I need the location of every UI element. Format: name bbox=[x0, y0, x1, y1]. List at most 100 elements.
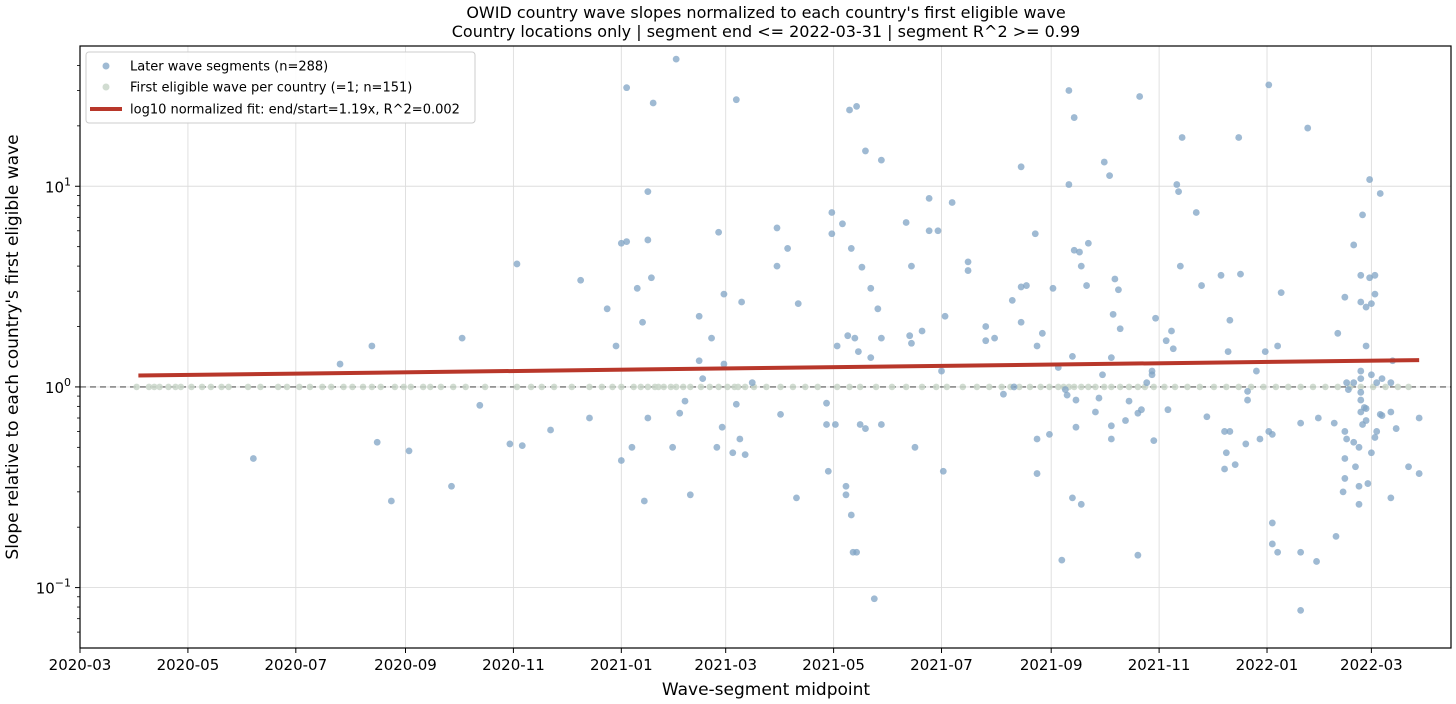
later-wave-point bbox=[1371, 434, 1379, 441]
later-wave-point bbox=[1125, 397, 1133, 405]
later-wave-point bbox=[603, 305, 611, 313]
later-wave-point bbox=[1362, 342, 1370, 350]
later-wave-point bbox=[732, 96, 740, 104]
first-wave-point bbox=[327, 383, 335, 391]
later-wave-point bbox=[1343, 435, 1351, 443]
later-wave-point bbox=[405, 447, 413, 455]
first-wave-point bbox=[734, 383, 742, 391]
first-wave-point bbox=[802, 383, 809, 391]
first-wave-point bbox=[1322, 383, 1329, 391]
later-wave-point bbox=[1367, 300, 1375, 308]
first-wave-point bbox=[618, 383, 625, 391]
later-wave-point bbox=[1339, 488, 1347, 496]
first-wave-point bbox=[932, 383, 940, 391]
later-wave-point bbox=[867, 284, 875, 292]
first-wave-point bbox=[349, 383, 356, 391]
first-wave-point bbox=[777, 383, 784, 391]
later-wave-point bbox=[1221, 465, 1228, 473]
later-wave-point bbox=[794, 300, 802, 308]
later-wave-point bbox=[1341, 428, 1349, 435]
first-wave-point bbox=[177, 383, 185, 391]
first-wave-point bbox=[672, 383, 680, 391]
first-wave-point bbox=[207, 383, 215, 391]
later-wave-point bbox=[748, 379, 756, 387]
later-wave-point bbox=[842, 491, 850, 499]
first-wave-point bbox=[655, 383, 662, 391]
first-wave-point bbox=[377, 383, 385, 391]
first-wave-point bbox=[918, 383, 926, 391]
later-wave-point bbox=[1115, 286, 1122, 294]
later-wave-point bbox=[1376, 190, 1384, 197]
later-wave-point bbox=[623, 238, 631, 245]
later-wave-point bbox=[506, 440, 514, 448]
later-wave-point bbox=[644, 188, 652, 196]
first-wave-point bbox=[1394, 383, 1402, 391]
later-wave-point bbox=[738, 298, 746, 306]
later-wave-point bbox=[695, 312, 703, 320]
later-wave-point bbox=[1362, 303, 1370, 311]
later-wave-point bbox=[695, 357, 703, 365]
later-wave-point bbox=[1357, 375, 1365, 383]
first-wave-point bbox=[1382, 383, 1389, 391]
later-wave-point bbox=[458, 334, 466, 342]
legend-label-fit: log10 normalized fit: end/start=1.19x, R… bbox=[130, 103, 460, 118]
later-wave-point bbox=[773, 262, 781, 270]
later-wave-point bbox=[736, 435, 744, 443]
later-wave-point bbox=[1224, 348, 1232, 355]
x-axis-ticks: 2020-03 2020-05 2020-07 2020-09 2020-11 2021-… bbox=[49, 648, 1403, 674]
later-wave-point bbox=[1237, 270, 1244, 278]
first-wave-point bbox=[1223, 383, 1230, 391]
later-wave-point bbox=[1061, 386, 1069, 393]
y-tick-label: 100 bbox=[45, 376, 71, 397]
x-tick-label: 2021-07 bbox=[910, 656, 973, 674]
first-wave-point bbox=[1116, 383, 1124, 391]
later-wave-point bbox=[1261, 348, 1269, 355]
first-wave-point bbox=[296, 383, 303, 391]
later-wave-point bbox=[1176, 262, 1184, 270]
later-wave-point bbox=[1017, 163, 1025, 171]
first-wave-point bbox=[973, 383, 981, 391]
later-wave-point bbox=[1268, 519, 1276, 527]
later-wave-point bbox=[828, 230, 836, 238]
first-wave-point bbox=[359, 383, 367, 391]
later-wave-point bbox=[856, 421, 864, 428]
later-wave-point bbox=[1350, 438, 1358, 446]
later-wave-point bbox=[1063, 391, 1071, 399]
later-wave-point bbox=[1355, 500, 1363, 508]
first-wave-point bbox=[145, 383, 153, 391]
first-wave-point bbox=[407, 383, 415, 391]
later-wave-point bbox=[1175, 188, 1182, 196]
later-wave-point bbox=[828, 209, 836, 216]
later-wave-point bbox=[1198, 282, 1205, 289]
later-wave-point bbox=[612, 342, 620, 350]
x-tick-label: 2020-11 bbox=[482, 656, 545, 674]
first-wave-point bbox=[637, 383, 645, 391]
x-tick-label: 2021-03 bbox=[694, 656, 757, 674]
first-wave-point bbox=[1108, 383, 1115, 391]
later-wave-point bbox=[1134, 551, 1142, 559]
later-wave-point bbox=[1226, 428, 1234, 435]
first-wave-point bbox=[1092, 383, 1099, 391]
later-wave-point bbox=[1222, 449, 1230, 457]
later-wave-point bbox=[908, 262, 915, 270]
later-wave-point bbox=[681, 397, 689, 405]
later-wave-point bbox=[1217, 271, 1225, 279]
later-wave-point bbox=[925, 194, 933, 202]
first-wave-point bbox=[340, 383, 347, 391]
later-wave-point bbox=[1070, 246, 1078, 254]
later-wave-point bbox=[1092, 408, 1099, 416]
later-wave-point bbox=[715, 228, 723, 236]
later-wave-point bbox=[1314, 414, 1322, 422]
later-wave-point bbox=[1049, 284, 1057, 292]
later-wave-point bbox=[1373, 379, 1381, 387]
first-wave-point bbox=[188, 383, 195, 391]
later-wave-point bbox=[1031, 230, 1039, 238]
y-tick-exponent: −1 bbox=[55, 577, 71, 590]
later-wave-point bbox=[1371, 271, 1379, 279]
first-wave-point bbox=[150, 383, 158, 391]
first-wave-point bbox=[481, 383, 489, 391]
later-wave-point bbox=[647, 274, 655, 282]
x-tick-label: 2021-05 bbox=[802, 656, 865, 674]
legend-box bbox=[85, 51, 476, 124]
later-wave-point bbox=[373, 438, 381, 446]
